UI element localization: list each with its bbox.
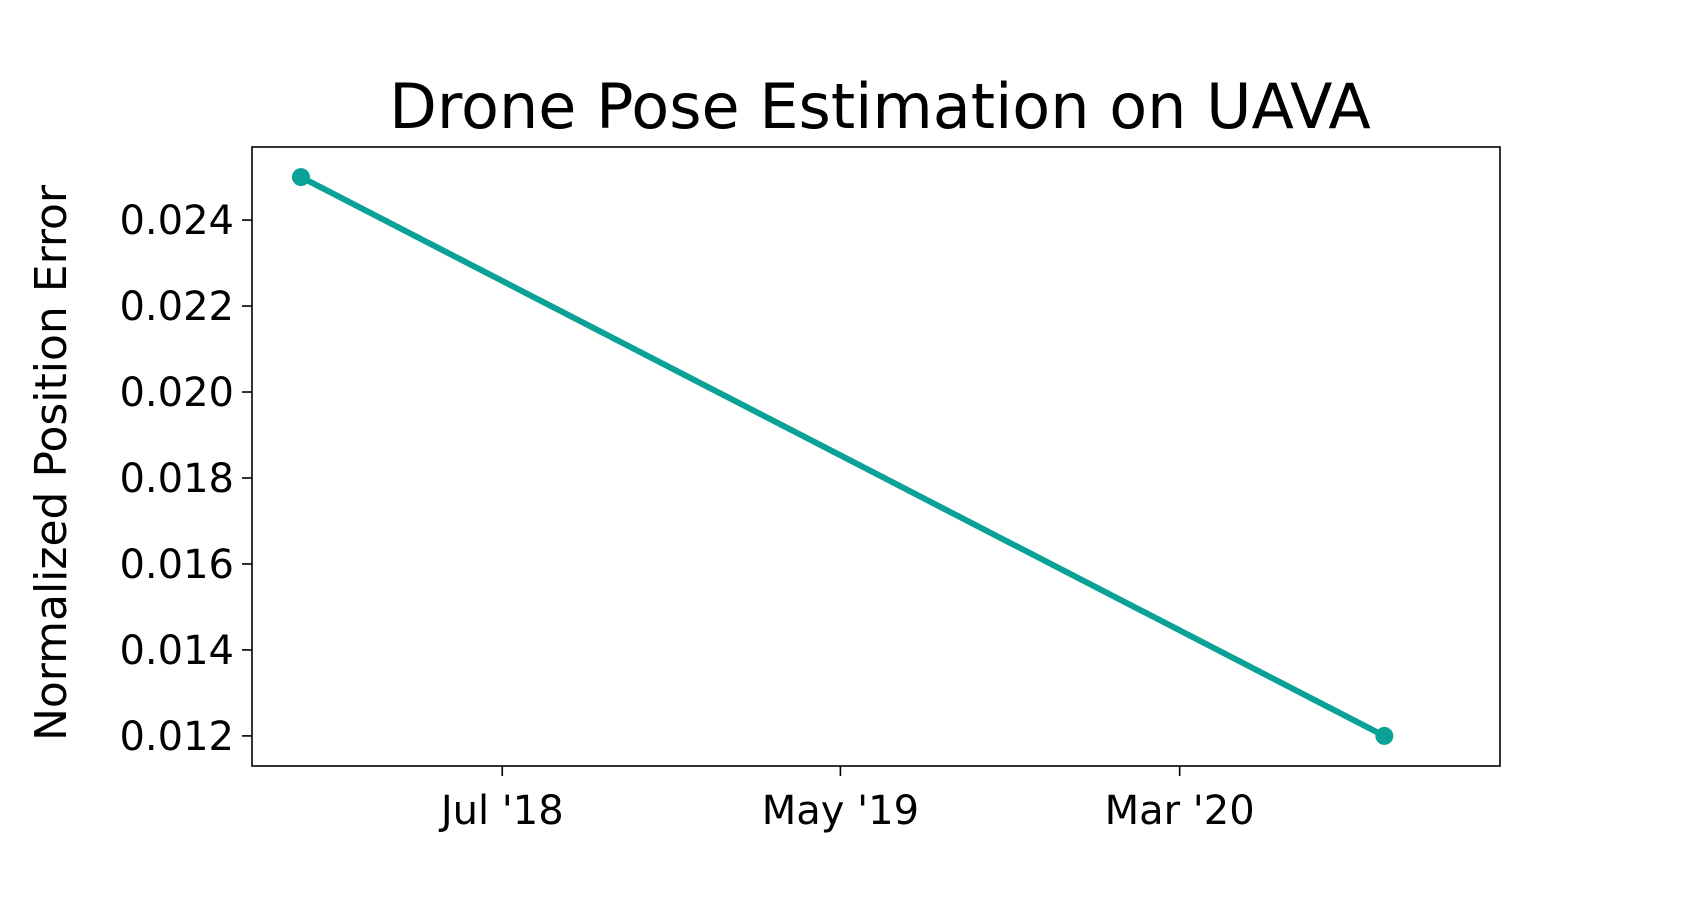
plot-area-frame [251, 146, 1501, 767]
y-tick-label: 0.024 [119, 198, 234, 244]
chart-title: Drone Pose Estimation on UAVA [389, 70, 1371, 143]
series-line [297, 174, 1388, 739]
y-axis-label: Normalized Position Error [26, 184, 77, 741]
x-tick-label: Jul '18 [438, 788, 564, 834]
x-axis: Jul '18 May '19 Mar '20 [438, 766, 1255, 834]
y-tick-label: 0.016 [119, 542, 234, 588]
y-tick-label: 0.014 [119, 628, 234, 674]
y-tick-label: 0.012 [119, 714, 234, 760]
series-layer [291, 168, 1394, 745]
x-tick-label: Mar '20 [1105, 788, 1255, 834]
y-tick-label: 0.018 [119, 456, 234, 502]
y-tick-label: 0.022 [119, 284, 234, 330]
y-tick-label: 0.020 [119, 370, 234, 416]
y-axis: 0.012 0.014 0.016 0.018 0.020 0.022 0.024 [119, 198, 252, 760]
data-point [1375, 726, 1394, 745]
x-tick-label: May '19 [762, 788, 919, 834]
data-point [291, 168, 310, 187]
